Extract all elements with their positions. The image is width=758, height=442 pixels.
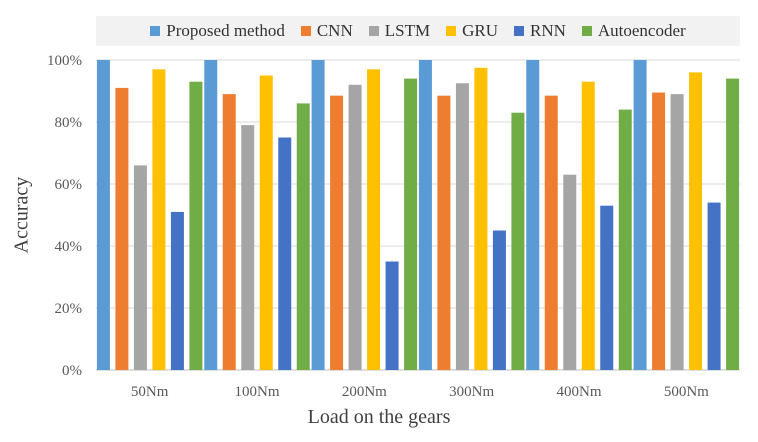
bar-proposed-method	[418, 60, 432, 370]
legend-swatch	[513, 26, 524, 36]
legend-background	[96, 16, 740, 46]
legend-item: RNN	[513, 21, 566, 41]
x-tick-label: 50Nm	[131, 384, 169, 400]
y-tick-label: 20%	[55, 301, 83, 317]
legend-item: Autoencoder	[581, 21, 686, 41]
bar-autoencoder	[296, 103, 310, 371]
bar-rnn	[278, 137, 292, 370]
legend-item: LSTM	[368, 21, 431, 41]
bar-gru	[581, 81, 595, 370]
x-tick-label: 500Nm	[664, 384, 709, 400]
bar-cnn	[222, 94, 236, 370]
legend-swatch	[368, 26, 379, 36]
x-axis-title: Load on the gears	[307, 406, 451, 428]
legend-label: RNN	[529, 21, 566, 40]
bar-lstm	[563, 174, 577, 370]
bar-lstm	[133, 165, 147, 370]
bar-proposed-method	[96, 60, 110, 370]
bar-cnn	[115, 87, 129, 371]
bar-cnn	[437, 95, 451, 371]
bar-autoencoder	[511, 112, 525, 370]
x-tick-label: 400Nm	[557, 384, 602, 400]
x-tick-label: 200Nm	[342, 384, 387, 400]
x-tick-label: 100Nm	[235, 384, 280, 400]
bar-proposed-method	[204, 60, 218, 370]
bar-proposed-method	[311, 60, 325, 370]
y-tick-label: 60%	[55, 177, 83, 193]
bar-lstm	[348, 84, 362, 371]
bar-lstm	[455, 83, 469, 370]
legend-swatch	[446, 26, 457, 36]
bar-proposed-method	[633, 60, 647, 370]
bar-gru	[367, 69, 381, 371]
legend-item: GRU	[446, 21, 498, 41]
x-tick-label: 300Nm	[449, 384, 494, 400]
bar-autoencoder	[189, 81, 203, 370]
y-axis-title: Accuracy	[10, 176, 33, 254]
legend-label: CNN	[316, 21, 353, 40]
bar-rnn	[600, 205, 614, 370]
bar-lstm	[670, 94, 684, 370]
legend-label: Proposed method	[166, 21, 285, 40]
legend-swatch	[150, 26, 161, 36]
y-tick-label: 80%	[55, 115, 83, 131]
legend-label: LSTM	[384, 21, 431, 40]
bar-gru	[474, 67, 488, 370]
bar-cnn	[544, 95, 558, 371]
bar-rnn	[385, 261, 399, 370]
y-tick-label: 100%	[47, 53, 82, 69]
legend-swatch	[581, 26, 592, 36]
bar-rnn	[707, 202, 721, 370]
legend-item: CNN	[300, 21, 353, 41]
bar-cnn	[330, 95, 344, 371]
bar-gru	[259, 75, 273, 370]
legend-item: Proposed method	[150, 21, 285, 41]
bar-cnn	[652, 92, 666, 371]
y-tick-label: 0%	[62, 363, 82, 379]
legend-label: Autoencoder	[597, 21, 686, 40]
bar-gru	[689, 72, 703, 371]
bar-gru	[152, 69, 166, 371]
bar-rnn	[492, 230, 506, 370]
bar-lstm	[241, 125, 255, 370]
legend: Proposed method CNN LSTM GRU RNN Autoencoder	[96, 16, 740, 46]
y-tick-label: 40%	[55, 239, 83, 255]
bar-autoencoder	[726, 78, 740, 370]
legend-swatch	[300, 26, 311, 36]
bar-rnn	[170, 211, 184, 370]
bar-autoencoder	[618, 109, 632, 370]
bar-proposed-method	[526, 60, 540, 370]
legend-label: GRU	[462, 21, 498, 40]
bar-autoencoder	[404, 78, 418, 370]
